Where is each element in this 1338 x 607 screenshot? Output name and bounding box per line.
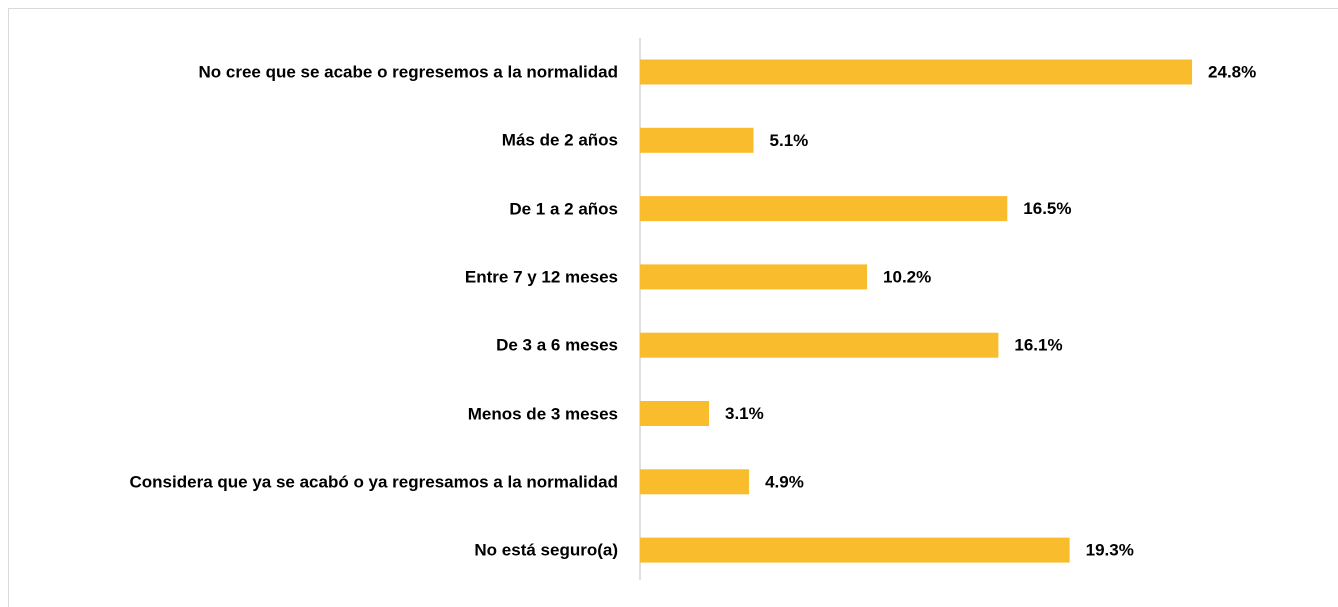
category-label: No está seguro(a) <box>474 540 618 560</box>
data-label: 10.2% <box>883 267 931 286</box>
data-label: 4.9% <box>765 472 804 491</box>
category-label: De 3 a 6 meses <box>496 335 618 355</box>
category-label: Entre 7 y 12 meses <box>464 267 618 287</box>
category-label: Más de 2 años <box>501 130 618 150</box>
data-label: 19.3% <box>1086 541 1134 560</box>
bar <box>640 264 868 290</box>
bar <box>640 401 710 426</box>
bar <box>640 196 1008 222</box>
category-label: Considera que ya se acabó o ya regresamo… <box>129 472 618 492</box>
chart-frame <box>8 8 1338 607</box>
bar <box>640 127 754 153</box>
data-label: 16.5% <box>1023 199 1071 218</box>
bar <box>640 537 1070 563</box>
data-label: 16.1% <box>1014 336 1062 355</box>
category-label: No cree que se acabe o regresemos a la n… <box>198 62 618 82</box>
category-label: De 1 a 2 años <box>509 199 618 219</box>
data-label: 3.1% <box>725 404 764 423</box>
data-label: 5.1% <box>770 131 809 150</box>
data-label: 24.8% <box>1208 62 1256 81</box>
category-label: Menos de 3 meses <box>467 404 618 423</box>
bar <box>640 469 750 495</box>
bar <box>640 332 999 358</box>
bar <box>640 59 1193 85</box>
